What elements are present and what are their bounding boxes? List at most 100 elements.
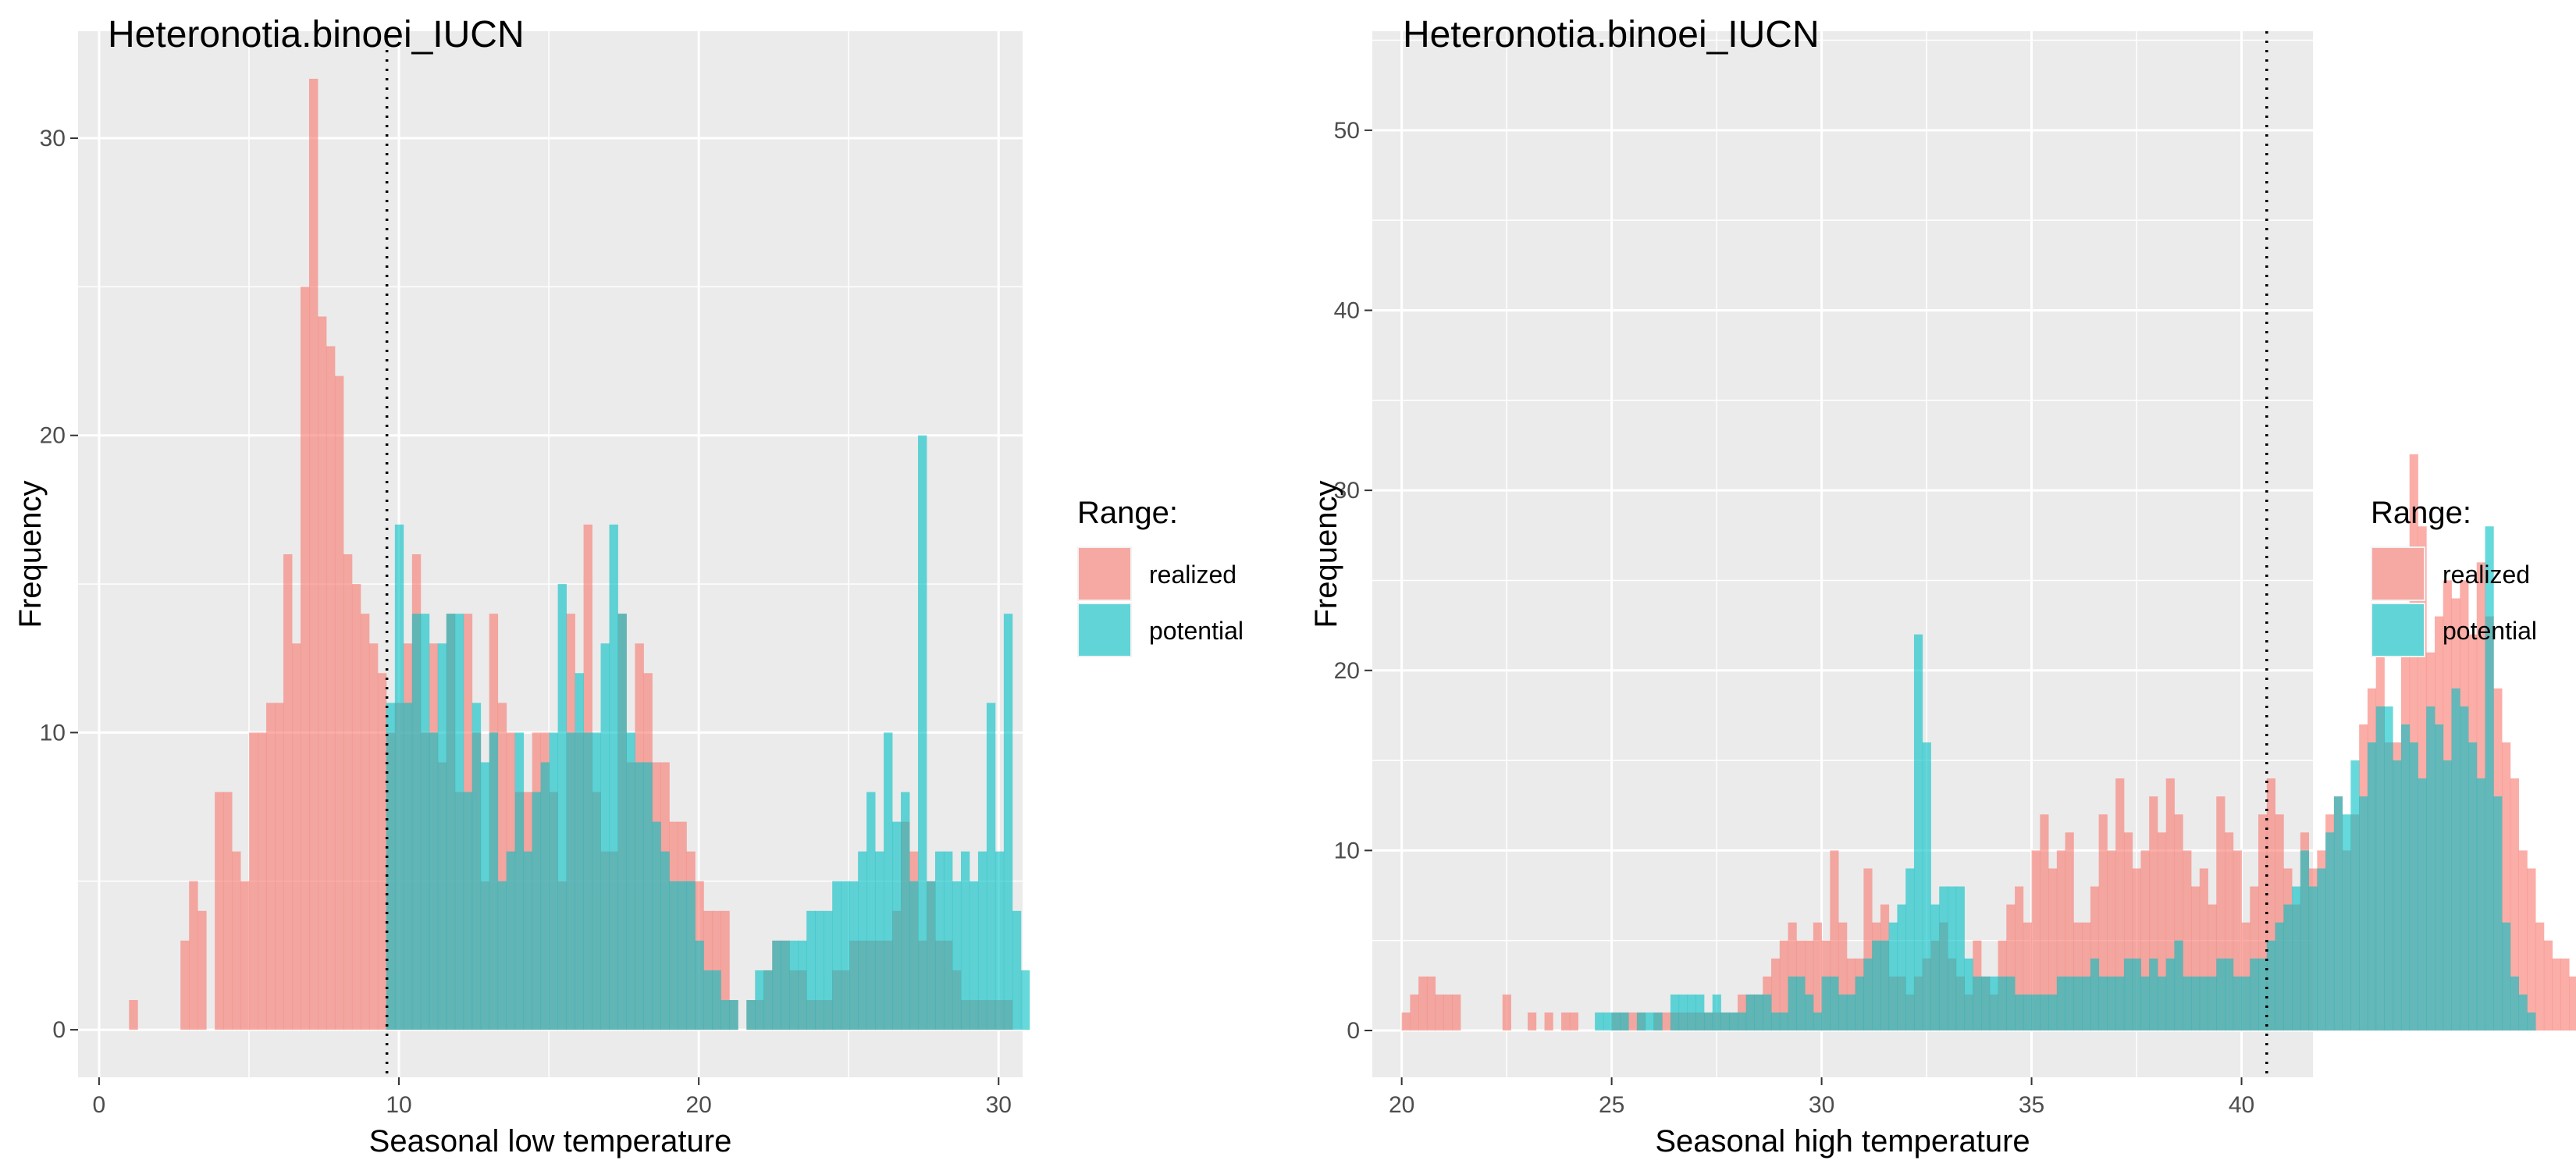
histogram-bar-potential bbox=[824, 910, 833, 1030]
histogram-bar-potential bbox=[2250, 958, 2259, 1031]
histogram-bar-potential bbox=[1855, 976, 1864, 1031]
x-tick-label: 10 bbox=[386, 1092, 411, 1118]
histogram-bar-realized bbox=[2502, 742, 2511, 1031]
histogram-bar-potential bbox=[1922, 742, 1931, 1031]
histogram-bar-potential bbox=[2132, 958, 2141, 1031]
histogram-bar-realized bbox=[2510, 778, 2519, 1031]
histogram-bar-potential bbox=[884, 732, 893, 1030]
histogram-bar-realized bbox=[258, 732, 267, 1030]
histogram-bar-potential bbox=[746, 1000, 756, 1030]
histogram-bar-realized bbox=[377, 673, 387, 1030]
histogram-bar-potential bbox=[1897, 904, 1906, 1031]
histogram-bar-realized bbox=[2174, 814, 2183, 1031]
histogram-bar-potential bbox=[909, 881, 919, 1030]
histogram-bar-potential bbox=[2518, 994, 2528, 1031]
histogram-bar-potential bbox=[566, 732, 575, 1030]
histogram-bar-realized bbox=[1771, 958, 1781, 1031]
histogram-bar-realized bbox=[334, 376, 344, 1030]
y-tick-label: 20 bbox=[1334, 658, 1360, 684]
histogram-bar-potential bbox=[2258, 958, 2268, 1031]
histogram-bar-potential bbox=[411, 614, 422, 1030]
histogram-bar-potential bbox=[2065, 976, 2074, 1031]
histogram-bar-potential bbox=[1989, 976, 1998, 1031]
histogram-bar-potential bbox=[497, 881, 507, 1030]
histogram-bar-potential bbox=[1003, 614, 1013, 1030]
histogram-bar-potential bbox=[2241, 976, 2250, 1031]
histogram-bar-potential bbox=[2048, 994, 2058, 1031]
histogram-bar-realized bbox=[2149, 796, 2158, 1031]
y-tick-label: 0 bbox=[52, 1017, 66, 1043]
y-axis-title: Frequency bbox=[1309, 481, 1343, 628]
histogram-bar-realized bbox=[2569, 976, 2576, 1031]
histogram-bar-potential bbox=[2443, 760, 2452, 1031]
histogram-bar-potential bbox=[549, 732, 559, 1030]
histogram-bar-realized bbox=[2190, 886, 2201, 1031]
histogram-bar-realized bbox=[197, 910, 207, 1030]
histogram-bar-potential bbox=[1020, 970, 1030, 1030]
histogram-bar-potential bbox=[429, 732, 439, 1030]
histogram-bar-potential bbox=[2090, 958, 2100, 1031]
histogram-bar-potential bbox=[2183, 976, 2192, 1031]
histogram-bar-potential bbox=[1788, 976, 1797, 1031]
histogram-bar-realized bbox=[2418, 526, 2427, 1031]
histogram-bar-potential bbox=[394, 524, 404, 1030]
histogram-bar-potential bbox=[994, 851, 1005, 1030]
histogram-bar-realized bbox=[343, 554, 353, 1030]
histogram-bar-potential bbox=[2476, 778, 2485, 1031]
histogram-bar-potential bbox=[1821, 976, 1831, 1031]
histogram-bar-potential bbox=[540, 762, 550, 1030]
histogram-bar-realized bbox=[1502, 994, 1511, 1031]
histogram-bar-potential bbox=[583, 732, 592, 1030]
histogram-bar-potential bbox=[1729, 1012, 1738, 1031]
histogram-bar-potential bbox=[1687, 994, 1696, 1031]
histogram-bar-realized bbox=[2208, 904, 2217, 1031]
y-tick-label: 0 bbox=[1347, 1018, 1360, 1044]
histogram-bar-realized bbox=[2543, 940, 2553, 1031]
histogram-bar-potential bbox=[2527, 1012, 2536, 1031]
x-tick-label: 20 bbox=[1389, 1092, 1414, 1118]
histogram-bar-potential bbox=[2426, 706, 2435, 1031]
histogram-bar-potential bbox=[1955, 886, 1965, 1031]
series-potential bbox=[1595, 526, 2536, 1031]
histogram-bar-potential bbox=[2208, 976, 2217, 1031]
histogram-bar-potential bbox=[952, 881, 962, 1030]
histogram-bar-realized bbox=[2216, 796, 2226, 1031]
histogram-bar-potential bbox=[1678, 994, 1688, 1031]
histogram-bar-potential bbox=[1947, 886, 1957, 1031]
histogram-bar-potential bbox=[1754, 994, 1763, 1031]
histogram-bar-potential bbox=[772, 940, 781, 1030]
histogram-bar-potential bbox=[1779, 1012, 1788, 1031]
histogram-bar-realized bbox=[2225, 832, 2234, 1031]
histogram-bar-potential bbox=[523, 851, 533, 1030]
histogram-bar-potential bbox=[609, 524, 618, 1030]
histogram-bar-potential bbox=[866, 792, 876, 1030]
histogram-bar-potential bbox=[2149, 958, 2158, 1031]
histogram-bar-realized bbox=[2107, 850, 2116, 1031]
histogram-bar-potential bbox=[1913, 634, 1923, 1031]
histogram-bar-potential bbox=[1998, 976, 2007, 1031]
histogram-bar-potential bbox=[2107, 976, 2116, 1031]
histogram-bar-potential bbox=[1653, 1012, 1663, 1031]
histogram-bar-realized bbox=[2552, 958, 2561, 1031]
histogram-bar-potential bbox=[2292, 886, 2301, 1031]
histogram-bar-potential bbox=[892, 821, 902, 1030]
histogram-bar-realized bbox=[2123, 832, 2133, 1031]
histogram-bar-potential bbox=[2115, 976, 2125, 1031]
histogram-bar-potential bbox=[2123, 958, 2133, 1031]
histogram-bar-realized bbox=[1418, 976, 1428, 1031]
histogram-bar-potential bbox=[2317, 868, 2326, 1031]
histogram-bar-potential bbox=[2418, 778, 2427, 1031]
x-tick-label: 0 bbox=[93, 1092, 106, 1118]
histogram-bar-realized bbox=[223, 792, 233, 1030]
histogram-bar-realized bbox=[2023, 922, 2032, 1031]
histogram-bar-potential bbox=[514, 732, 525, 1030]
x-tick-label: 30 bbox=[986, 1092, 1012, 1118]
histogram-bar-realized bbox=[1544, 1012, 1553, 1031]
histogram-bar-potential bbox=[841, 881, 850, 1030]
histogram-bar-realized bbox=[1528, 1012, 1537, 1031]
histogram-bar-potential bbox=[969, 881, 979, 1030]
histogram-bar-realized bbox=[2132, 868, 2141, 1031]
histogram-bar-potential bbox=[1863, 958, 1873, 1031]
histogram-bar-realized bbox=[1838, 922, 1848, 1031]
